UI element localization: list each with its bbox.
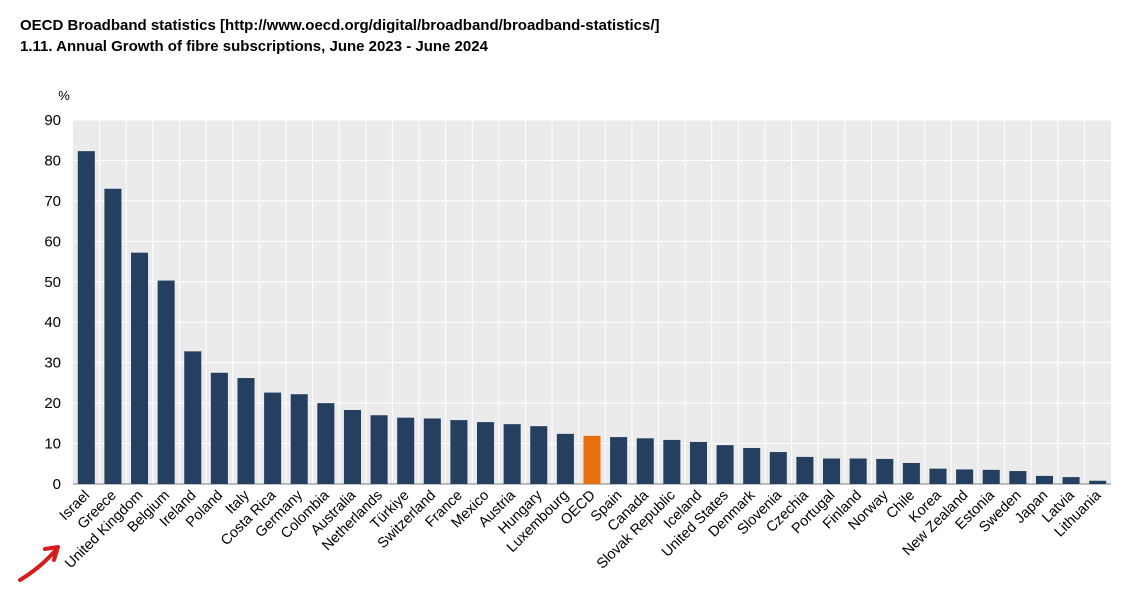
bar-netherlands <box>370 415 388 484</box>
bar-latvia <box>1062 477 1080 484</box>
arrow-head <box>43 545 60 562</box>
bar-norway <box>876 458 894 484</box>
plot-area <box>73 120 1111 484</box>
bar-oecd <box>583 435 601 484</box>
bar-mexico <box>477 422 495 484</box>
bar-new-zealand <box>956 469 974 484</box>
bar-greece <box>104 188 122 484</box>
bar-united-kingdom <box>131 252 149 484</box>
bar-israel <box>77 151 95 485</box>
bar-iceland <box>689 441 707 484</box>
bar-slovenia <box>769 452 787 484</box>
bars <box>77 151 1107 485</box>
bar-lithuania <box>1089 480 1107 484</box>
bar-costa-rica <box>264 392 282 484</box>
bar-france <box>450 420 468 484</box>
y-tick-label: 90 <box>44 112 61 129</box>
bar-slovak-republic <box>663 439 681 484</box>
bar-poland <box>210 372 228 484</box>
bar-australia <box>343 409 361 484</box>
bar-korea <box>929 468 947 484</box>
bar-t-rkiye <box>397 417 415 484</box>
chart-title: 1.11. Annual Growth of fibre subscriptio… <box>20 38 488 55</box>
bar-canada <box>636 438 654 484</box>
bar-ireland <box>184 351 202 484</box>
bar-germany <box>290 394 308 484</box>
bar-estonia <box>982 469 1000 484</box>
bar-colombia <box>317 403 335 484</box>
bar-luxembourg <box>556 433 574 484</box>
bar-spain <box>610 437 628 484</box>
bar-denmark <box>743 448 761 484</box>
bar-czechia <box>796 456 814 484</box>
bar-belgium <box>157 280 175 484</box>
y-axis-label: % <box>58 88 70 103</box>
bar-switzerland <box>423 418 441 484</box>
y-tick-label: 40 <box>44 314 61 331</box>
bar-united-states <box>716 445 734 484</box>
bar-portugal <box>823 458 841 484</box>
y-tick-label: 70 <box>44 193 61 210</box>
bar-hungary <box>530 426 548 484</box>
gridlines <box>73 119 1111 484</box>
y-tick-label: 10 <box>44 436 61 453</box>
y-tick-label: 30 <box>44 355 61 372</box>
y-tick-label: 80 <box>44 152 61 169</box>
bar-chile <box>902 462 920 484</box>
source-line: OECD Broadband statistics [http://www.oe… <box>20 17 660 34</box>
red-arrow-icon <box>18 545 60 582</box>
bar-italy <box>237 378 255 484</box>
bar-finland <box>849 458 867 484</box>
y-tick-label: 20 <box>44 395 61 412</box>
bar-japan <box>1035 475 1053 484</box>
bar-sweden <box>1009 471 1027 484</box>
y-tick-label: 0 <box>53 476 61 493</box>
y-tick-label: 60 <box>44 233 61 250</box>
arrow-shaft <box>18 548 58 582</box>
bar-austria <box>503 424 521 484</box>
chart-titles: OECD Broadband statistics [http://www.oe… <box>20 15 660 57</box>
y-tick-label: 50 <box>44 274 61 291</box>
